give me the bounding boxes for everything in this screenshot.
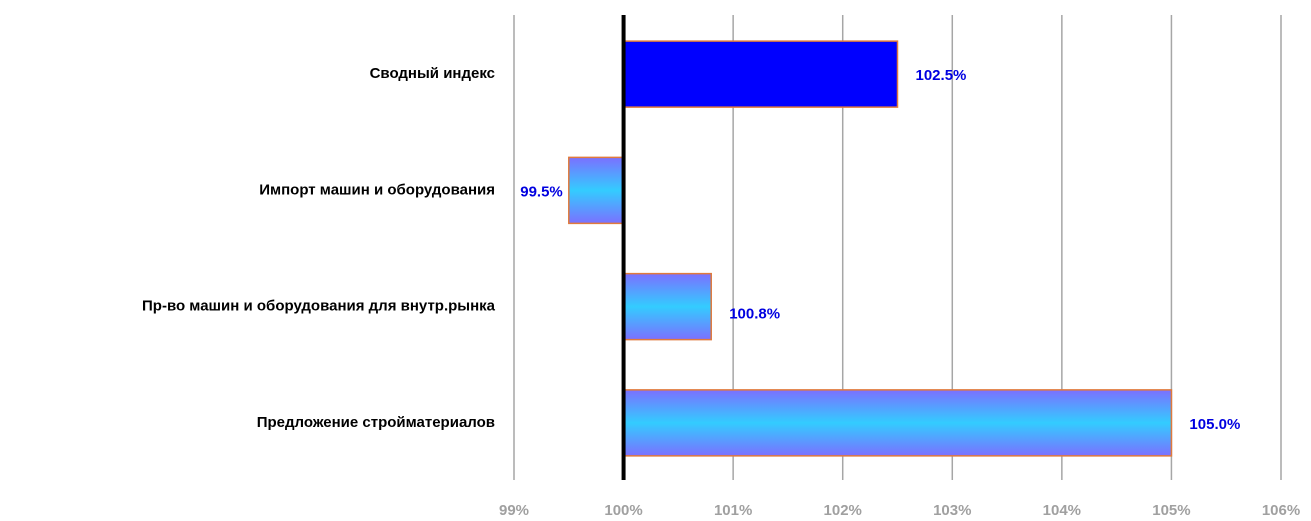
bar xyxy=(622,272,712,341)
y-tick-label: Пр-во машин и оборудования для внутр.рын… xyxy=(142,298,496,315)
value-label: 99.5% xyxy=(520,183,563,200)
bar xyxy=(568,156,625,225)
y-tick-label: Предложение стройматериалов xyxy=(257,414,495,431)
x-tick-label: 104% xyxy=(1043,502,1081,519)
x-tick-label: 101% xyxy=(714,502,752,519)
x-tick-label: 100% xyxy=(604,502,642,519)
x-tick-label: 103% xyxy=(933,502,971,519)
value-label: 100.8% xyxy=(729,306,780,323)
y-tick-label: Сводный индекс xyxy=(370,65,495,82)
value-label: 102.5% xyxy=(916,67,967,84)
bar xyxy=(622,389,1173,457)
x-tick-label: 102% xyxy=(824,502,862,519)
x-tick-label: 105% xyxy=(1152,502,1190,519)
bar xyxy=(622,40,899,108)
value-label: 105.0% xyxy=(1189,416,1240,433)
x-tick-label: 99% xyxy=(499,502,529,519)
y-tick-label: Импорт машин и оборудования xyxy=(259,181,495,198)
x-tick-label: 106% xyxy=(1262,502,1300,519)
